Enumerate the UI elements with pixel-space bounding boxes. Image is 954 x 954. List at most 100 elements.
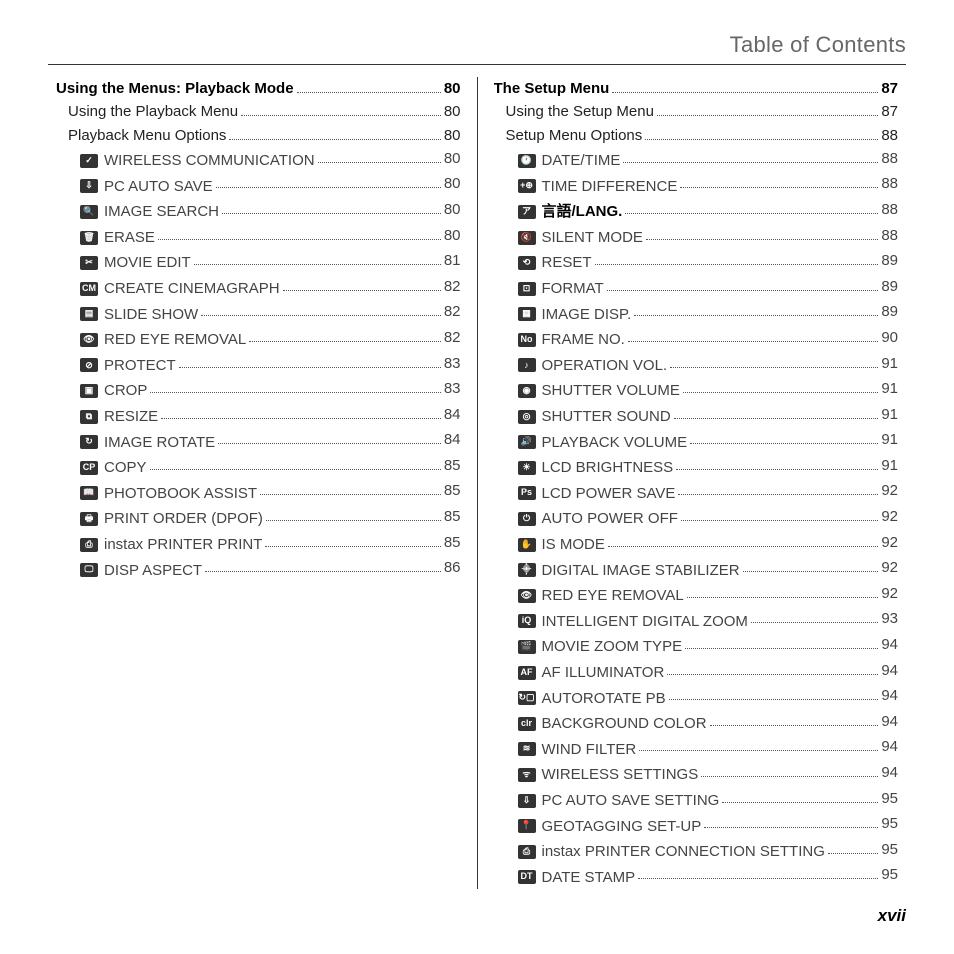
toc-label: ✋IS MODE	[494, 533, 605, 556]
toc-item: ◎SHUTTER SOUND 91	[494, 403, 899, 429]
toc-item: 👁RED EYE REMOVAL 82	[56, 326, 461, 352]
menu-icon: CP	[80, 461, 98, 475]
toc-item-text: PC AUTO SAVE SETTING	[542, 789, 720, 812]
toc-item-text: AUTO POWER OFF	[542, 507, 678, 530]
leader-dots	[687, 597, 879, 598]
toc-label: iQINTELLIGENT DIGITAL ZOOM	[494, 610, 748, 633]
leader-dots	[634, 315, 878, 316]
leader-dots	[607, 290, 879, 291]
toc-label: 🖵DISP ASPECT	[56, 559, 202, 582]
toc-label: ⟲ RESET	[494, 251, 592, 274]
toc-item-text: GEOTAGGING SET-UP	[542, 815, 702, 838]
toc-item-text: RESET	[542, 251, 592, 274]
toc-label: ⊘PROTECT	[56, 354, 176, 377]
toc-label: ⇩PC AUTO SAVE SETTING	[494, 789, 720, 812]
toc-item: ⧉RESIZE 84	[56, 403, 461, 429]
toc-item-text: RESIZE	[104, 405, 158, 428]
toc-item-text: SHUTTER VOLUME	[542, 379, 680, 402]
toc-item-text: MOVIE ZOOM TYPE	[542, 635, 683, 658]
toc-item-text: TIME DIFFERENCE	[542, 175, 678, 198]
toc-label: Using the Setup Menu	[494, 100, 654, 123]
toc-label: ア言語/LANG.	[494, 200, 623, 223]
menu-icon: ⊘	[80, 358, 98, 372]
toc-item: ▣CROP 83	[56, 377, 461, 403]
toc-label: ✓ WIRELESS COMMUNICATION	[56, 149, 315, 172]
menu-icon: 📍	[518, 819, 536, 833]
menu-icon: ↻▢	[518, 691, 536, 705]
toc-label: 📍 GEOTAGGING SET-UP	[494, 815, 702, 838]
leader-dots	[674, 418, 879, 419]
toc-item: ♪OPERATION VOL. 91	[494, 352, 899, 378]
toc-subsection: Using the Setup Menu87	[494, 100, 899, 123]
leader-dots	[669, 699, 879, 700]
toc-item: ⊘PROTECT 83	[56, 352, 461, 378]
toc-item-text: WIND FILTER	[542, 738, 637, 761]
menu-icon: 🗑	[80, 231, 98, 245]
toc-item: 🖵DISP ASPECT 86	[56, 556, 461, 582]
toc-item: ⇩PC AUTO SAVE 80	[56, 172, 461, 198]
menu-icon: ⸎	[518, 563, 536, 577]
leader-dots	[216, 187, 441, 188]
toc-page: 92	[881, 479, 898, 502]
menu-icon: ✓	[80, 154, 98, 168]
toc-label: AFAF ILLUMINATOR	[494, 661, 665, 684]
toc-item: ⟲ RESET 89	[494, 249, 899, 275]
leader-dots	[150, 469, 441, 470]
right-column: The Setup Menu 87Using the Setup Menu87S…	[478, 77, 907, 889]
toc-page: 91	[881, 377, 898, 400]
toc-subsection: Playback Menu Options80	[56, 124, 461, 147]
toc-page: 95	[881, 863, 898, 886]
page-number: xvii	[878, 906, 906, 926]
toc-item: CPCOPY 85	[56, 454, 461, 480]
toc-item: ⸎DIGITAL IMAGE STABILIZER 92	[494, 556, 899, 582]
toc-page: 95	[881, 787, 898, 810]
toc-label: 🔇SILENT MODE	[494, 226, 643, 249]
toc-item: ↻ IMAGE ROTATE 84	[56, 428, 461, 454]
leader-dots	[623, 162, 878, 163]
leader-dots	[704, 827, 878, 828]
toc-page: 82	[444, 275, 461, 298]
menu-icon: ⟲	[518, 256, 536, 270]
toc-label: ✂MOVIE EDIT	[56, 251, 191, 274]
toc-item: 🗑ERASE 80	[56, 224, 461, 250]
menu-icon: ↻	[80, 435, 98, 449]
toc-item-text: RED EYE REMOVAL	[542, 584, 684, 607]
leader-dots	[639, 750, 878, 751]
toc-item: ⎙instax PRINTER CONNECTION SETTING 95	[494, 838, 899, 864]
toc-page: 89	[881, 249, 898, 272]
toc-item: ᯤWIRELESS SETTINGS 94	[494, 761, 899, 787]
toc-item-text: WIRELESS COMMUNICATION	[104, 149, 315, 172]
leader-dots	[690, 443, 878, 444]
toc-label: CPCOPY	[56, 456, 147, 479]
toc-item-text: PC AUTO SAVE	[104, 175, 213, 198]
leader-dots	[179, 367, 441, 368]
toc-item-text: 言語/LANG.	[542, 200, 623, 223]
leader-dots	[710, 725, 879, 726]
toc-item-text: DISP ASPECT	[104, 559, 202, 582]
leader-dots	[676, 469, 878, 470]
toc-item-text: CREATE CINEMAGRAPH	[104, 277, 280, 300]
menu-icon: 📖	[80, 486, 98, 500]
toc-page: 90	[881, 326, 898, 349]
toc-page: 84	[444, 428, 461, 451]
toc-page: 86	[444, 556, 461, 579]
menu-icon: 🕐	[518, 154, 536, 168]
toc-label: Using the Menus: Playback Mode	[56, 77, 294, 100]
toc-label: PsLCD POWER SAVE	[494, 482, 676, 505]
menu-icon: DT	[518, 870, 536, 884]
toc-label: ☀LCD BRIGHTNESS	[494, 456, 674, 479]
toc-item-text: BACKGROUND COLOR	[542, 712, 707, 735]
leader-dots	[608, 546, 878, 547]
toc-item-text: PRINT ORDER (DPOF)	[104, 507, 263, 530]
toc-label: 🕐DATE/TIME	[494, 149, 621, 172]
menu-icon: ▦	[518, 307, 536, 321]
menu-icon: 🎬	[518, 640, 536, 654]
toc-item: 🕐DATE/TIME 88	[494, 147, 899, 173]
toc-item-text: IMAGE ROTATE	[104, 431, 215, 454]
menu-icon: ᯤ	[518, 768, 536, 782]
toc-page: 80	[444, 77, 461, 100]
leader-dots	[646, 239, 878, 240]
toc-item: ⇩PC AUTO SAVE SETTING 95	[494, 787, 899, 813]
toc-label: clrBACKGROUND COLOR	[494, 712, 707, 735]
menu-icon: 🔇	[518, 231, 536, 245]
